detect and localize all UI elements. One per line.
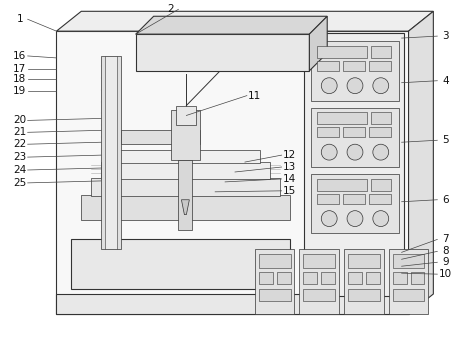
Bar: [81, 195, 290, 220]
Bar: [343, 127, 365, 137]
Text: 9: 9: [442, 257, 449, 267]
Bar: [348, 272, 362, 284]
Polygon shape: [409, 11, 433, 314]
Bar: [369, 194, 391, 204]
Bar: [348, 289, 380, 301]
Bar: [371, 46, 391, 58]
Circle shape: [373, 211, 389, 226]
Text: 22: 22: [13, 139, 27, 149]
Bar: [176, 105, 196, 125]
Bar: [304, 254, 335, 268]
Bar: [255, 249, 294, 314]
Circle shape: [321, 211, 337, 226]
Bar: [277, 272, 291, 284]
Text: 1: 1: [16, 14, 23, 24]
Circle shape: [347, 211, 363, 226]
Circle shape: [347, 144, 363, 160]
Bar: [105, 56, 117, 249]
Text: 20: 20: [13, 115, 27, 125]
Bar: [348, 254, 380, 268]
Text: 11: 11: [248, 91, 261, 101]
Text: 5: 5: [442, 135, 449, 145]
Text: 7: 7: [442, 234, 449, 244]
Bar: [259, 254, 291, 268]
Bar: [136, 34, 309, 71]
Bar: [56, 31, 409, 314]
Circle shape: [373, 144, 389, 160]
Bar: [344, 249, 384, 314]
Bar: [305, 33, 404, 296]
Circle shape: [347, 78, 363, 94]
Bar: [101, 162, 270, 179]
Bar: [411, 272, 425, 284]
Text: 17: 17: [13, 64, 27, 74]
Text: 12: 12: [283, 150, 296, 160]
Bar: [389, 249, 428, 314]
Bar: [369, 127, 391, 137]
Polygon shape: [181, 200, 189, 214]
Bar: [343, 61, 365, 71]
Polygon shape: [136, 16, 327, 34]
Bar: [317, 194, 339, 204]
Text: 3: 3: [442, 31, 449, 41]
Circle shape: [321, 78, 337, 94]
Bar: [171, 110, 200, 160]
Text: 21: 21: [13, 127, 27, 137]
Bar: [392, 254, 425, 268]
Bar: [299, 249, 339, 314]
Text: 23: 23: [13, 152, 27, 162]
Polygon shape: [56, 11, 433, 31]
Bar: [369, 61, 391, 71]
Text: 10: 10: [438, 269, 452, 279]
Text: 14: 14: [283, 174, 296, 184]
Polygon shape: [309, 16, 327, 71]
Text: 24: 24: [13, 165, 27, 175]
Bar: [343, 194, 365, 204]
Bar: [91, 178, 279, 196]
Text: 13: 13: [283, 162, 296, 172]
Bar: [312, 174, 399, 234]
Bar: [121, 130, 200, 144]
Bar: [312, 41, 399, 101]
Bar: [366, 272, 380, 284]
Bar: [317, 113, 367, 124]
Text: 4: 4: [442, 76, 449, 86]
Text: 16: 16: [13, 51, 27, 61]
Bar: [317, 61, 339, 71]
Text: 25: 25: [13, 178, 27, 188]
Text: 8: 8: [442, 246, 449, 256]
Circle shape: [373, 78, 389, 94]
Bar: [317, 127, 339, 137]
Bar: [101, 56, 121, 249]
Bar: [259, 289, 291, 301]
Text: 2: 2: [167, 4, 174, 14]
Text: 15: 15: [283, 186, 296, 196]
Bar: [317, 179, 367, 191]
Bar: [321, 272, 335, 284]
Bar: [56, 294, 409, 314]
Bar: [111, 150, 260, 163]
Text: 19: 19: [13, 86, 27, 96]
Bar: [71, 239, 290, 289]
Bar: [179, 160, 193, 229]
Bar: [304, 272, 317, 284]
Text: 18: 18: [13, 74, 27, 84]
Bar: [371, 113, 391, 124]
Bar: [304, 289, 335, 301]
Bar: [392, 289, 425, 301]
Bar: [312, 107, 399, 167]
Circle shape: [321, 144, 337, 160]
Text: 6: 6: [442, 195, 449, 205]
Bar: [259, 272, 272, 284]
Bar: [371, 179, 391, 191]
Bar: [317, 46, 367, 58]
Bar: [392, 272, 406, 284]
